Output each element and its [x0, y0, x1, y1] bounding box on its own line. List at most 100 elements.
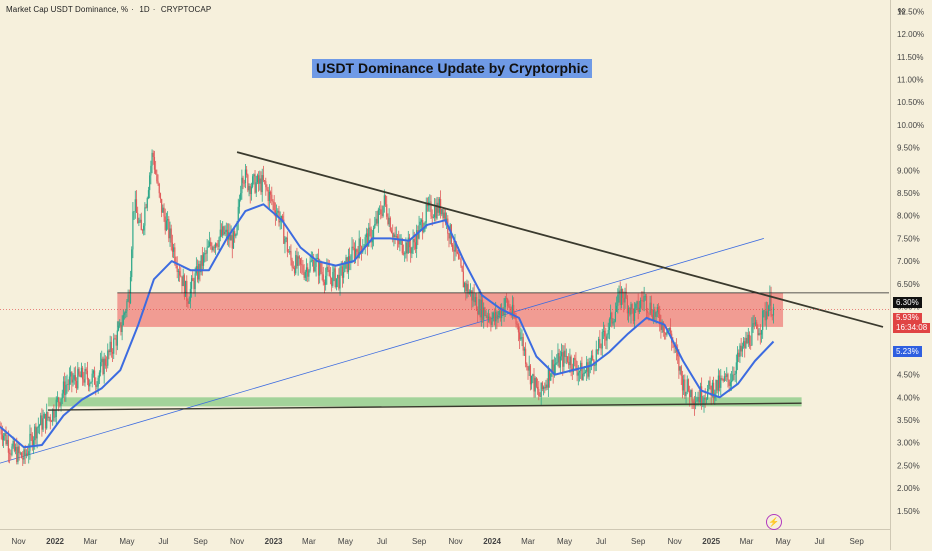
candle-body [268, 191, 270, 202]
candle-body [201, 255, 203, 266]
x-tick-label: Sep [412, 537, 427, 546]
candle-body [277, 210, 279, 213]
candle-body [320, 262, 322, 272]
candle-body [742, 341, 745, 347]
candle-body [401, 238, 403, 254]
candle-body [316, 257, 318, 259]
candle-body [592, 355, 594, 360]
candle-body [123, 313, 126, 315]
interval-label[interactable]: 1D [139, 5, 150, 14]
candle-body [214, 243, 217, 248]
candle-body [741, 346, 743, 352]
candle-body [82, 367, 84, 380]
candle-body [344, 261, 346, 273]
candle-body [307, 267, 309, 277]
candle-body [225, 229, 227, 232]
candle-body [718, 375, 721, 388]
candle-body [606, 334, 608, 341]
candle-body [323, 282, 326, 285]
candle-body [522, 337, 524, 351]
candle-body [590, 355, 593, 362]
candle-body [97, 377, 99, 387]
candle-body [517, 324, 520, 333]
candle-body [564, 350, 566, 357]
candle-body [93, 370, 96, 385]
candle-body [293, 267, 296, 274]
candle-body [702, 402, 704, 404]
candle-body [431, 216, 433, 218]
candle-body [757, 328, 759, 336]
candle-body [569, 356, 571, 366]
candle-body [562, 352, 564, 367]
x-tick-label: Mar [84, 537, 98, 546]
candle-body [137, 212, 139, 224]
candle-body [171, 242, 174, 252]
candle-body [161, 198, 163, 213]
candle-body [472, 293, 474, 301]
candle-body [18, 446, 20, 454]
candle-body [475, 297, 478, 311]
candle-body [252, 176, 254, 187]
candle-body [52, 409, 54, 422]
candle-body [200, 255, 202, 273]
candle-body [62, 381, 65, 394]
candle-body [770, 294, 772, 316]
candle-body [520, 337, 522, 340]
candle-body [129, 277, 132, 304]
candle-body [690, 389, 692, 398]
candle-body [302, 265, 304, 273]
candle-body [71, 371, 73, 383]
unit-label[interactable]: % [898, 7, 906, 16]
candle-body [128, 294, 130, 304]
candle-body [607, 330, 609, 335]
x-tick-label: 2022 [46, 537, 64, 546]
candle-body [168, 219, 170, 239]
candle-body [388, 217, 390, 225]
candle-body [477, 310, 479, 315]
candle-body [335, 278, 338, 287]
candle-body [37, 426, 39, 428]
x-axis[interactable] [0, 529, 890, 551]
candle-body [235, 234, 237, 237]
candle-body [156, 173, 158, 182]
candle-body [121, 325, 123, 333]
candle-body [745, 337, 747, 349]
candle-body [407, 237, 409, 254]
lightning-icon[interactable]: ⚡ [766, 514, 782, 530]
candle-body [56, 397, 59, 400]
candle-body [295, 255, 297, 274]
candle-body [304, 271, 306, 278]
candle-body [752, 323, 754, 328]
x-tick-label: 2023 [265, 537, 283, 546]
candle-body [610, 312, 612, 319]
candle-body [230, 235, 232, 241]
candle-body [349, 256, 351, 263]
candle-body [685, 391, 687, 396]
candle-body [273, 202, 275, 211]
candle-body [244, 169, 247, 183]
x-tick-label: Mar [740, 537, 754, 546]
candle-body [654, 309, 656, 317]
candle-body [70, 371, 72, 377]
candle-body [301, 264, 303, 266]
symbol-name[interactable]: Market Cap USDT Dominance, % [6, 5, 129, 14]
candle-body [547, 368, 549, 388]
y-axis[interactable] [890, 0, 932, 550]
candle-body [41, 415, 43, 430]
candle-body [471, 290, 473, 301]
candle-body [422, 220, 424, 233]
candle-body [1, 434, 3, 441]
candle-body [96, 386, 98, 388]
candle-body [163, 207, 165, 217]
candle-body [146, 198, 148, 208]
candle-body [210, 241, 212, 246]
candle-body [138, 221, 140, 224]
candle-body [529, 365, 532, 385]
candle-body [635, 303, 637, 309]
candle-body [84, 369, 86, 383]
candle-body [23, 449, 25, 460]
candle-body [463, 283, 466, 288]
x-tick-label: Sep [631, 537, 646, 546]
candle-body [616, 305, 618, 312]
